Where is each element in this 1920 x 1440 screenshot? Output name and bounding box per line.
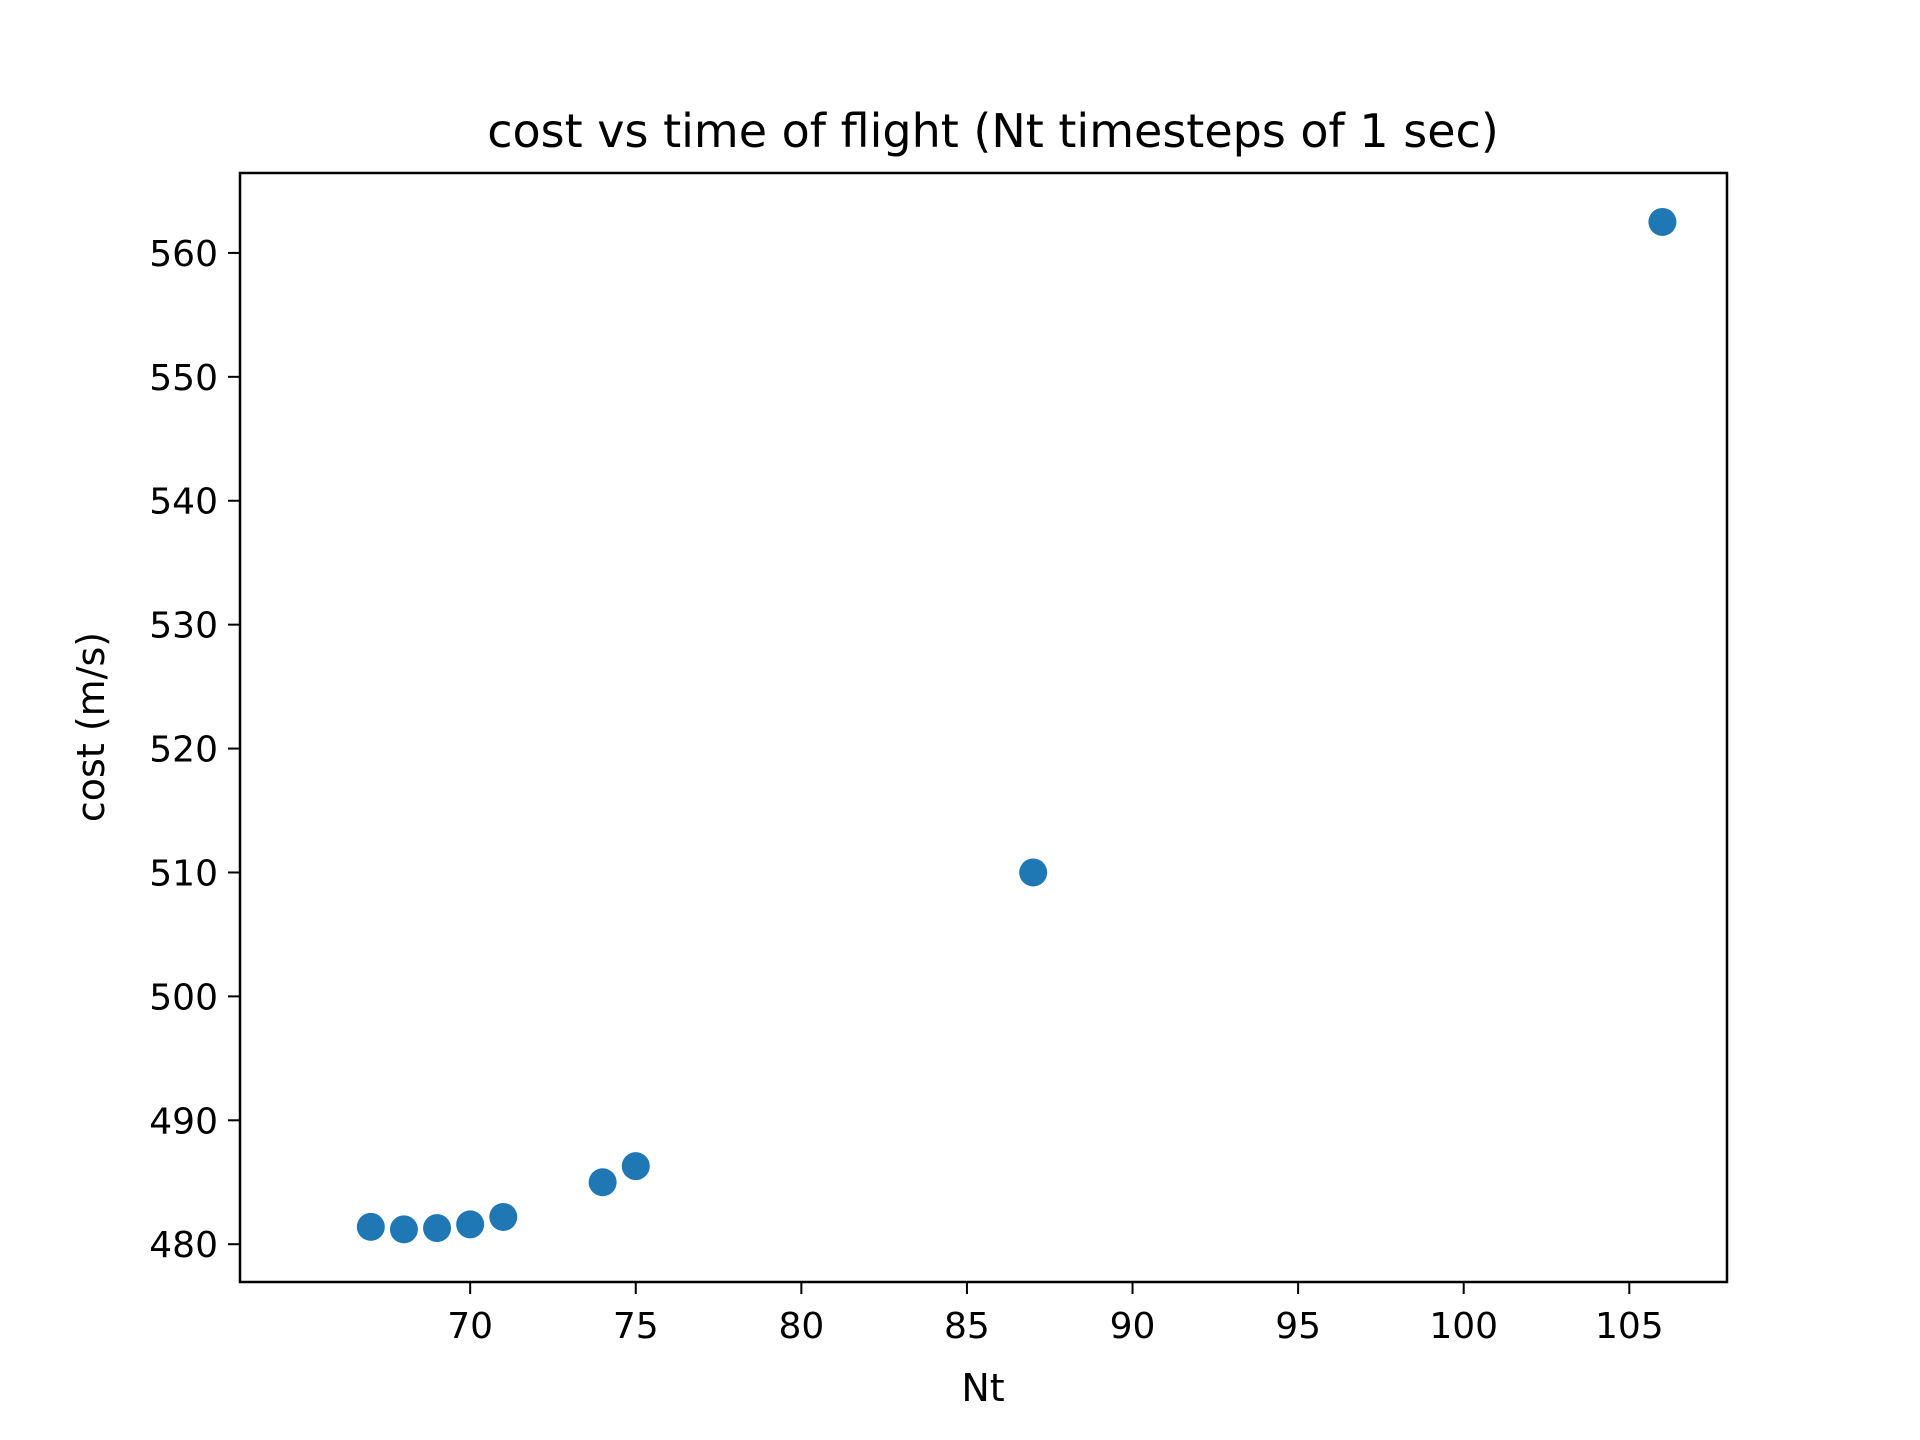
chart-title: cost vs time of flight (Nt timesteps of … xyxy=(487,104,1499,158)
data-point xyxy=(1019,858,1048,887)
x-axis-label: Nt xyxy=(961,1366,1004,1410)
plot-area xyxy=(356,207,1677,1244)
x-tick-label: 105 xyxy=(1595,1306,1664,1347)
data-point xyxy=(1648,207,1677,236)
y-tick-label: 560 xyxy=(149,234,218,275)
data-point xyxy=(489,1202,518,1231)
data-point xyxy=(588,1168,617,1197)
y-tick-label: 520 xyxy=(149,730,218,771)
x-tick-label: 100 xyxy=(1429,1306,1498,1347)
y-tick-label: 510 xyxy=(149,853,218,894)
y-tick-label: 480 xyxy=(149,1225,218,1266)
y-tick-label: 540 xyxy=(149,482,218,523)
axes-frame xyxy=(238,171,1729,1284)
x-tick-label: 75 xyxy=(613,1306,659,1347)
x-axis: 70 75 80 85 90 95 100 105 xyxy=(447,1282,1664,1347)
y-axis-label: cost (m/s) xyxy=(69,632,113,822)
y-tick-label: 490 xyxy=(149,1101,218,1142)
x-tick-label: 80 xyxy=(778,1306,824,1347)
data-point xyxy=(423,1214,452,1243)
y-axis: 480 490 500 510 520 530 540 550 560 xyxy=(149,234,240,1266)
data-point xyxy=(356,1212,385,1241)
y-tick-label: 500 xyxy=(149,977,218,1018)
data-point xyxy=(389,1215,418,1244)
y-tick-label: 550 xyxy=(149,358,218,399)
x-tick-label: 95 xyxy=(1275,1306,1321,1347)
x-tick-label: 85 xyxy=(944,1306,990,1347)
x-tick-label: 70 xyxy=(447,1306,493,1347)
x-tick-label: 90 xyxy=(1110,1306,1156,1347)
y-tick-label: 530 xyxy=(149,606,218,647)
data-point xyxy=(456,1210,485,1239)
data-point xyxy=(621,1152,650,1181)
